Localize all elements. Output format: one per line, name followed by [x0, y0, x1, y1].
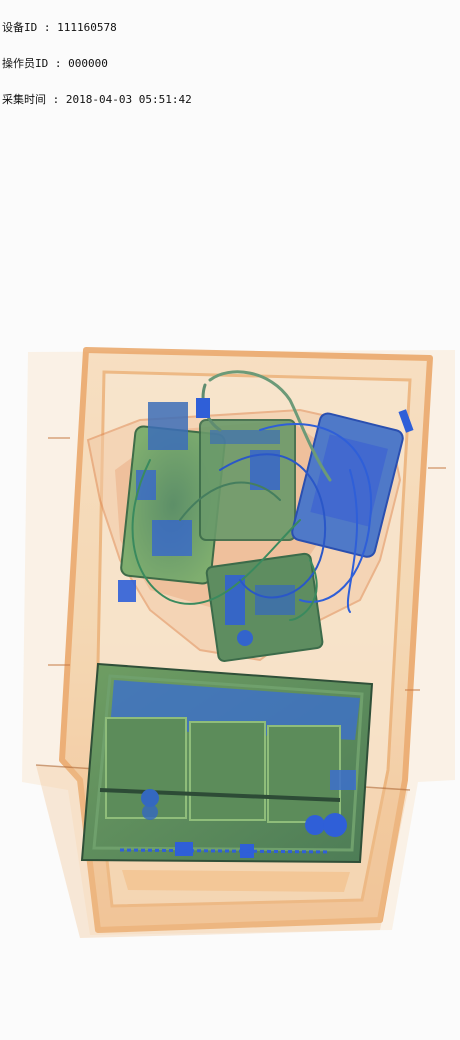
tray-front-edge — [122, 870, 350, 892]
operator-id-label: 操作员ID : 000000 — [2, 57, 108, 70]
scan-metadata: 设备ID : 111160578 操作员ID : 000000 采集时间 : 2… — [2, 0, 192, 118]
circuit-board-right — [291, 412, 404, 558]
cables — [131, 370, 414, 621]
circuit-board-center — [199, 419, 296, 541]
device-id-label: 设备ID : 111160578 — [2, 21, 117, 34]
capture-time-label: 采集时间 : 2018-04-03 05:51:42 — [2, 93, 192, 106]
circuit-board-bottom — [205, 552, 324, 662]
tablet-device — [80, 662, 374, 864]
